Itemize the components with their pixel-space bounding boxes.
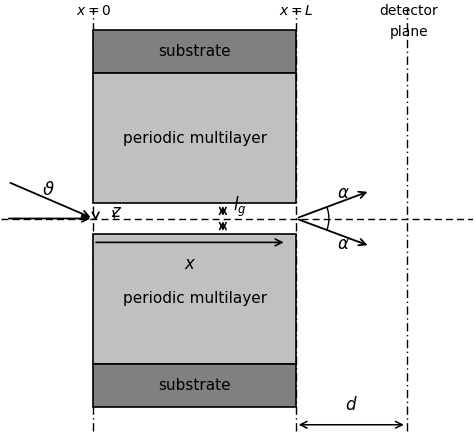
Text: $\alpha$: $\alpha$ bbox=[337, 235, 350, 253]
Bar bbox=[93, 30, 296, 73]
Text: substrate: substrate bbox=[158, 44, 231, 59]
Text: detector: detector bbox=[380, 3, 438, 17]
Text: plane: plane bbox=[390, 25, 428, 39]
Bar bbox=[93, 364, 296, 407]
Text: $\vartheta$: $\vartheta$ bbox=[42, 181, 55, 199]
Text: periodic multilayer: periodic multilayer bbox=[122, 131, 267, 146]
Bar bbox=[93, 73, 296, 203]
Text: $d$: $d$ bbox=[345, 396, 357, 414]
Text: $x=0$: $x=0$ bbox=[75, 3, 111, 17]
Text: $x=L$: $x=L$ bbox=[279, 3, 313, 17]
Bar bbox=[93, 234, 296, 364]
Text: periodic multilayer: periodic multilayer bbox=[122, 291, 267, 306]
Text: $l_g$: $l_g$ bbox=[233, 194, 247, 218]
Text: $z$: $z$ bbox=[111, 203, 122, 221]
Text: substrate: substrate bbox=[158, 378, 231, 393]
Text: $\alpha$: $\alpha$ bbox=[337, 184, 350, 202]
Text: $x$: $x$ bbox=[183, 255, 196, 274]
